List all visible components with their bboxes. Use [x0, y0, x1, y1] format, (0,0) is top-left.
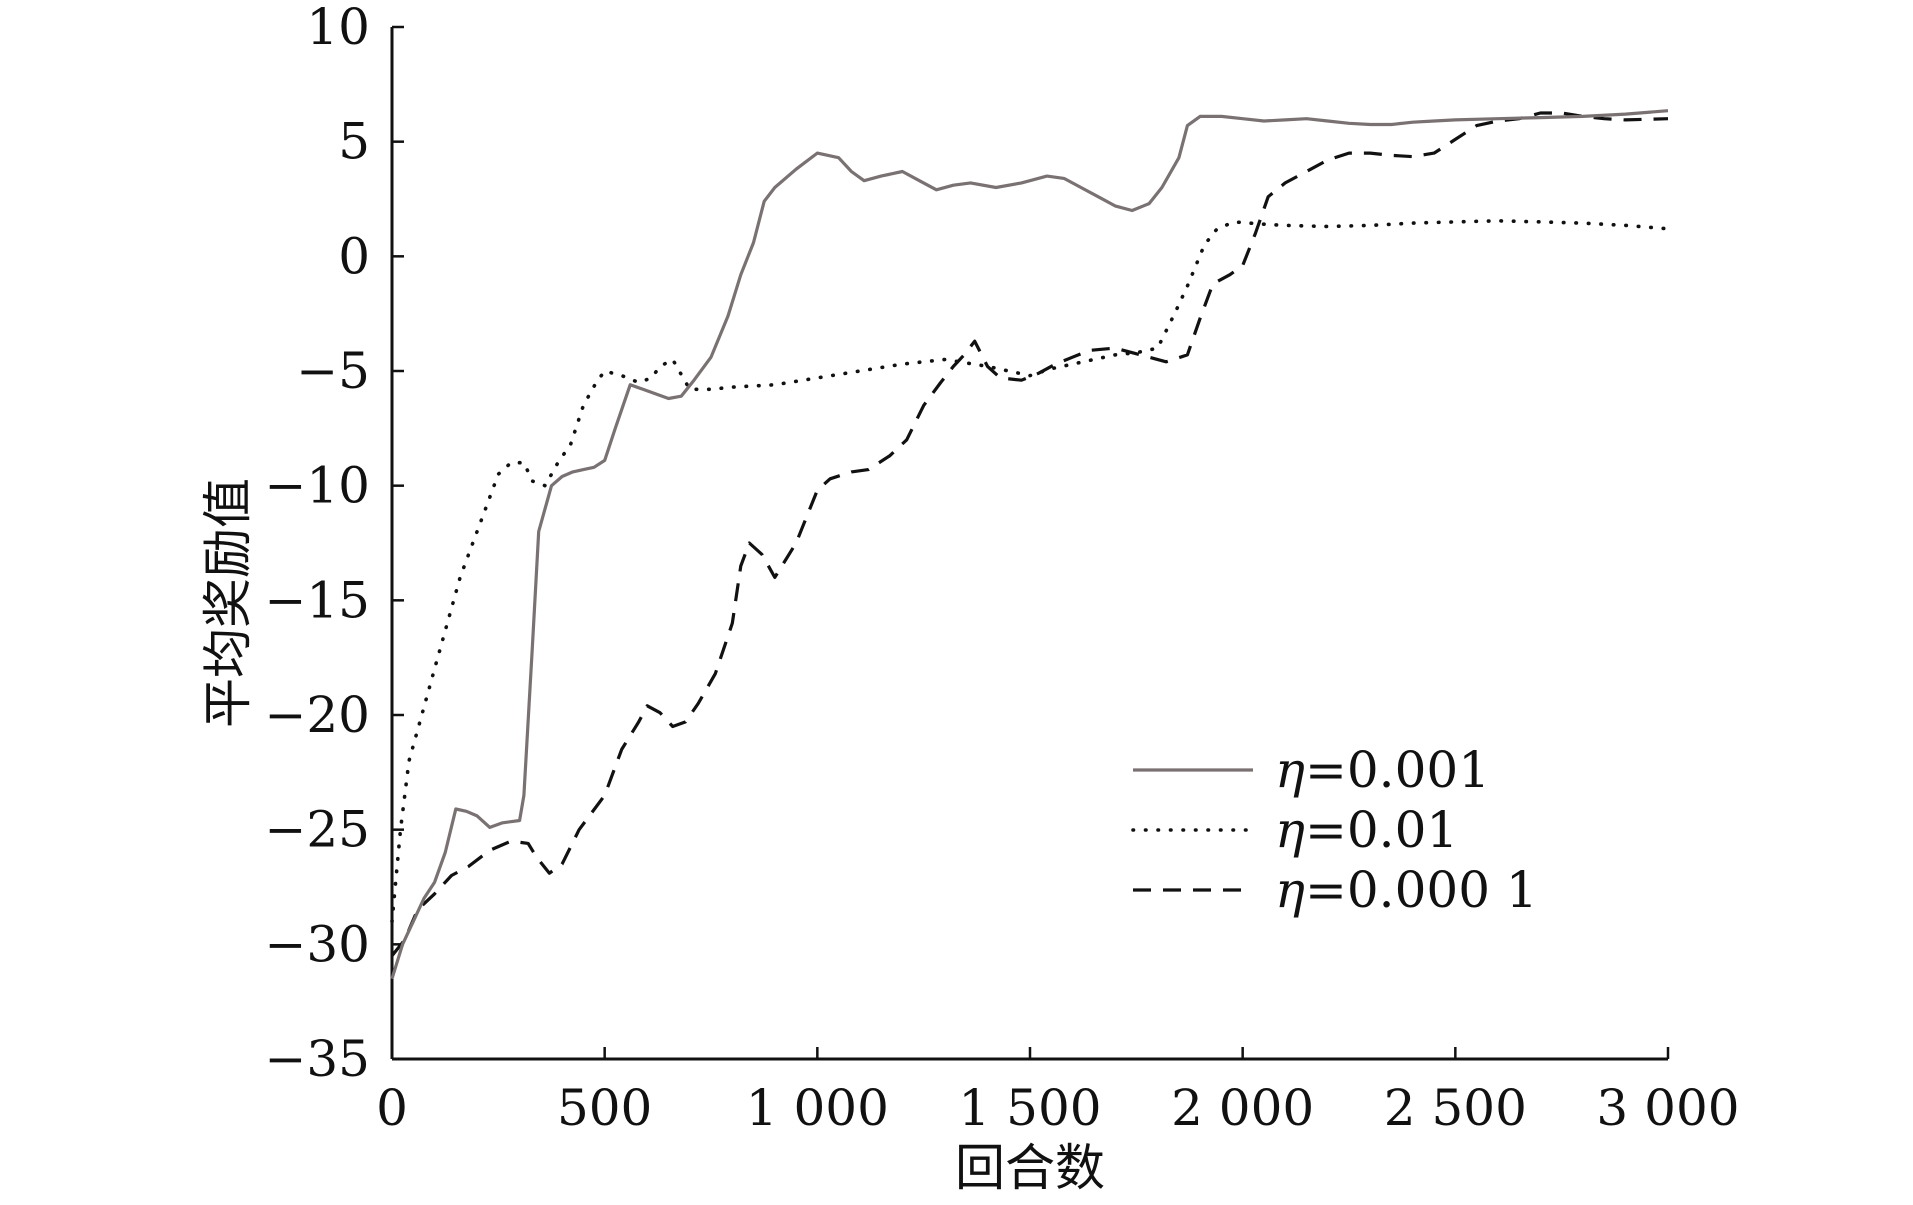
y-tick-label: 0 [338, 227, 370, 285]
x-tick-label: 2 500 [1384, 1079, 1527, 1137]
legend-eta-symbol: η [1275, 801, 1305, 859]
series-line-solid [390, 109, 1669, 980]
x-axis-title: 回合数 [955, 1139, 1105, 1197]
legend-value: =0.01 [1305, 801, 1458, 859]
y-tick-label: −30 [264, 915, 370, 973]
legend-eta-symbol: η [1275, 861, 1305, 919]
series-line-dashed [390, 111, 1669, 957]
y-tick-label: 10 [306, 0, 370, 56]
y-tick-label: −35 [264, 1030, 370, 1088]
legend-entry-label: η=0.01 [1275, 801, 1458, 859]
x-tick-label: 1 500 [958, 1079, 1101, 1137]
axes [390, 25, 1670, 1061]
series-line-dotted [390, 219, 1670, 924]
legend-value: =0.001 [1305, 741, 1490, 799]
y-tick-label: 5 [338, 113, 370, 171]
x-tick-label: 0 [376, 1079, 408, 1137]
x-tick-label: 1 000 [746, 1079, 889, 1137]
series-layer [390, 109, 1670, 980]
y-tick-label: −20 [264, 686, 370, 744]
x-tick-label: 3 000 [1596, 1079, 1739, 1137]
x-tick-label: 500 [557, 1079, 652, 1137]
y-tick-label: −5 [296, 342, 370, 400]
legend-value: =0.000 1 [1305, 861, 1538, 919]
y-axis-title: 平均奖励值 [199, 478, 257, 728]
y-tick-label: −10 [264, 457, 370, 515]
y-tick-label: −25 [264, 801, 370, 859]
legend-entry-label: η=0.001 [1275, 741, 1490, 799]
legend-eta-symbol: η [1275, 741, 1305, 799]
legend-entry-label: η=0.000 1 [1275, 861, 1538, 919]
y-tick-label: −15 [264, 571, 370, 629]
x-tick-label: 2 000 [1171, 1079, 1314, 1137]
